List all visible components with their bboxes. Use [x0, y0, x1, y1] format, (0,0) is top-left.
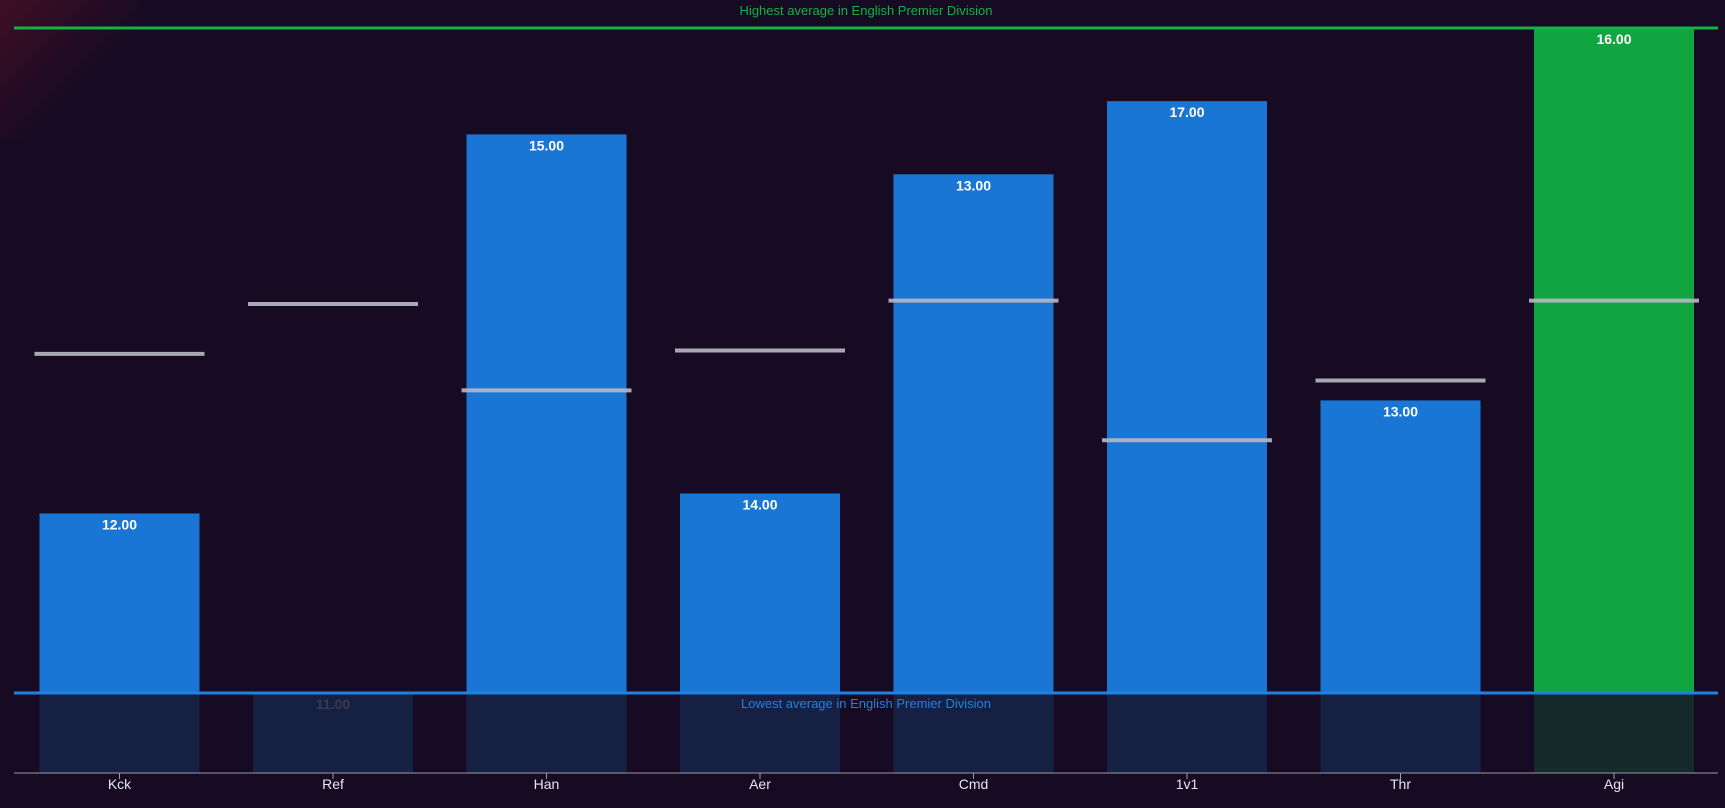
- x-tick-label-cmd: Cmd: [959, 776, 989, 792]
- bar-base-agi: [1534, 693, 1694, 773]
- value-label-cmd: 13.00: [956, 177, 991, 193]
- bar-base-aer: [680, 693, 840, 773]
- value-label-thr: 13.00: [1383, 403, 1418, 419]
- bar-agi: [1534, 28, 1694, 693]
- value-label-kck: 12.00: [102, 516, 137, 532]
- bar-thr: [1320, 400, 1481, 693]
- value-label-han: 15.00: [529, 137, 564, 153]
- value-label-1v1: 17.00: [1169, 104, 1204, 120]
- x-tick-label-kck: Kck: [108, 776, 132, 792]
- x-tick-label-agi: Agi: [1604, 776, 1624, 792]
- value-label-ref: 11.00: [316, 696, 350, 712]
- value-label-aer: 14.00: [742, 497, 777, 513]
- bar-base-1v1: [1107, 693, 1267, 773]
- bar-han: [466, 134, 627, 693]
- bar-base-han: [466, 693, 627, 773]
- bar-1v1: [1107, 101, 1267, 693]
- x-tick-label-aer: Aer: [749, 776, 771, 792]
- bar-aer: [680, 493, 840, 693]
- x-tick-label-han: Han: [534, 776, 560, 792]
- bar-base-cmd: [893, 693, 1054, 773]
- bar-base-kck: [39, 693, 200, 773]
- bar-kck: [39, 513, 200, 693]
- x-tick-label-ref: Ref: [322, 776, 344, 792]
- highest-average-label: Highest average in English Premier Divis…: [740, 3, 993, 18]
- x-tick-label-thr: Thr: [1390, 776, 1411, 792]
- x-tick-label-1v1: 1v1: [1176, 776, 1199, 792]
- bar-base-ref: [253, 693, 413, 773]
- value-label-agi: 16.00: [1596, 31, 1631, 47]
- lowest-average-label: Lowest average in English Premier Divisi…: [741, 696, 991, 711]
- bar-cmd: [893, 174, 1054, 694]
- bar-base-thr: [1320, 693, 1481, 773]
